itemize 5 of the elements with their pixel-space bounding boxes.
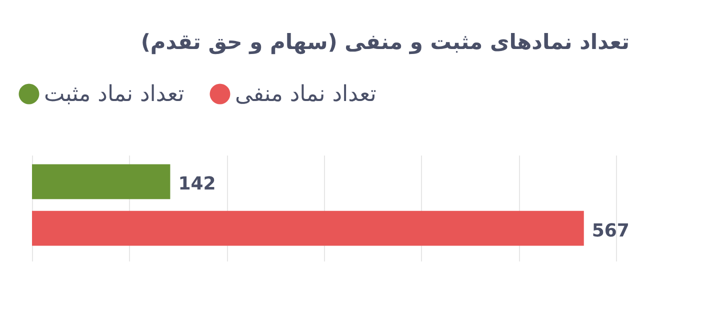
legend-label: تعداد نماد مثبت: [44, 82, 184, 107]
data-label: 567: [592, 220, 630, 242]
legend-label: تعداد نماد منفی: [235, 82, 376, 107]
chart-title: تعداد نمادهای مثبت و منفی (سهام و حق تقدم): [140, 30, 630, 55]
data-label: 142: [178, 174, 216, 195]
